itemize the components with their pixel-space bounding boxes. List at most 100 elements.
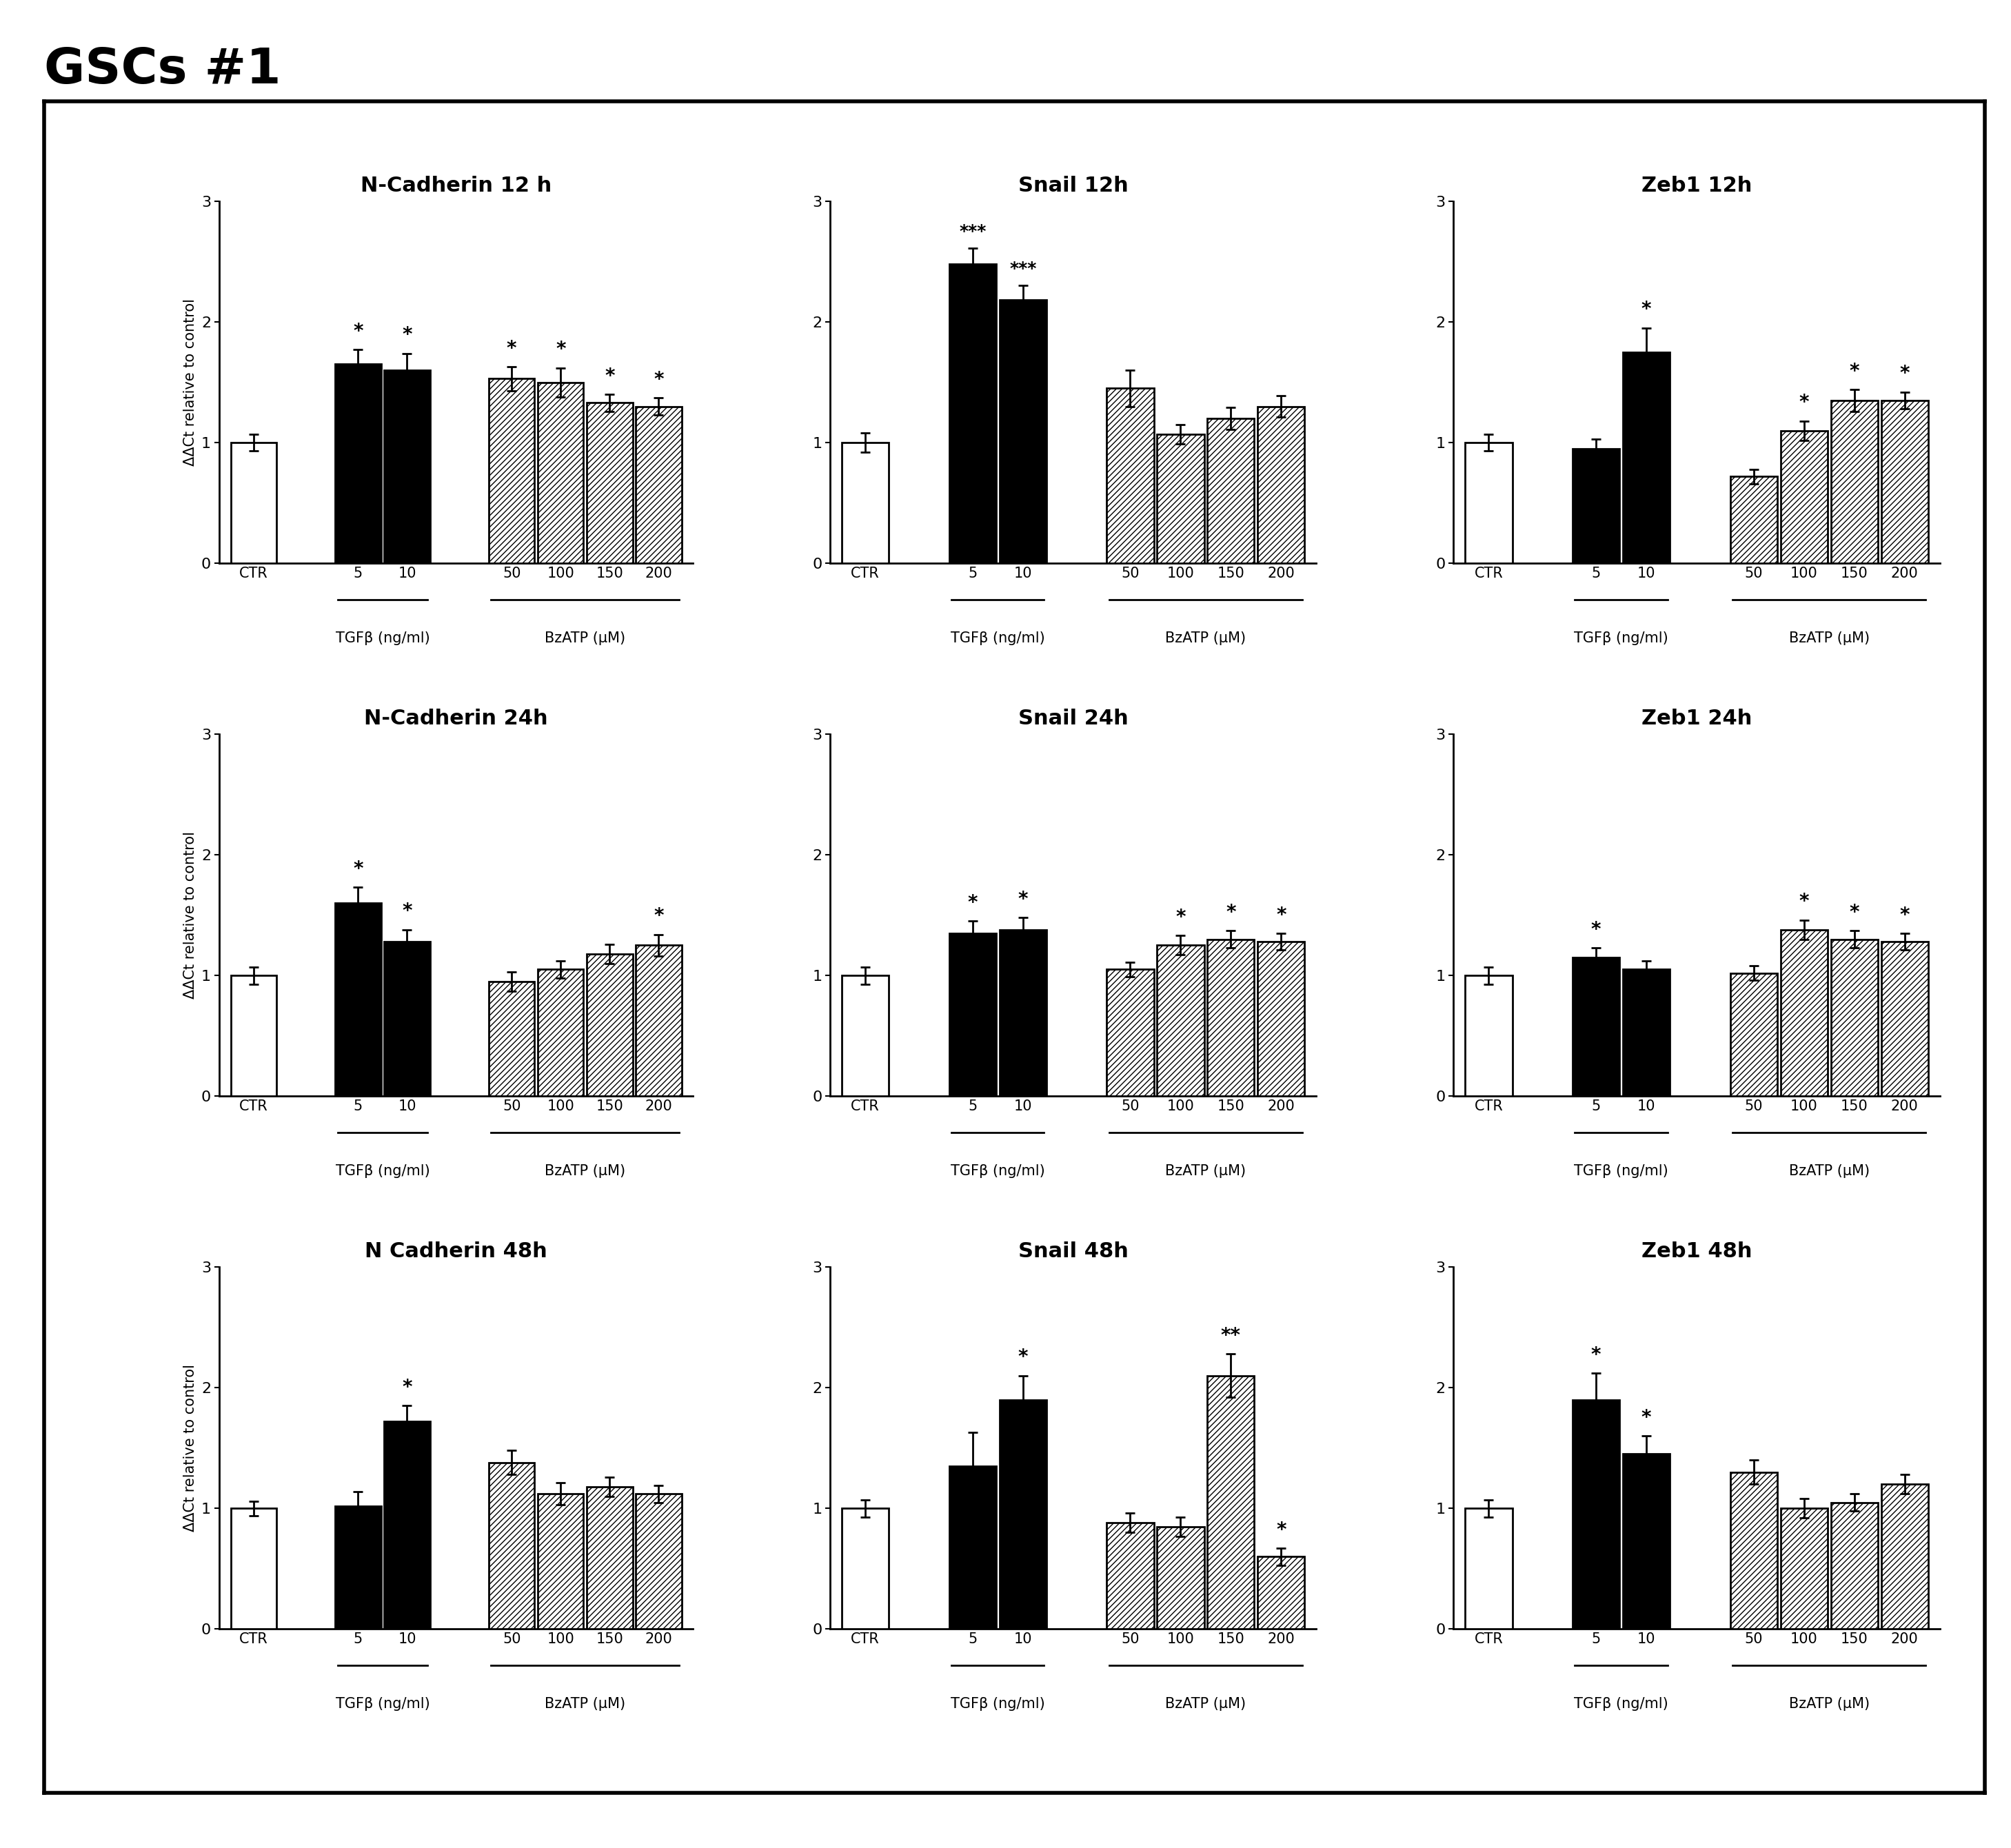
Text: *: * [1277,906,1287,924]
Bar [587,954,633,1096]
Bar [843,444,889,564]
Bar [949,933,995,1096]
Text: *: * [1018,1347,1028,1368]
Text: TGFβ (ng/ml): TGFβ (ng/ml) [1575,1696,1669,1711]
Bar [1257,1556,1305,1630]
Title: Zeb1 24h: Zeb1 24h [1641,708,1752,728]
Bar [537,1493,583,1630]
Bar [999,1399,1046,1630]
Bar [1106,970,1154,1096]
Bar [1156,946,1205,1096]
Bar [1780,1508,1828,1630]
Bar [336,904,380,1096]
Text: TGFβ (ng/ml): TGFβ (ng/ml) [1575,630,1669,645]
Bar [843,976,889,1096]
Text: TGFβ (ng/ml): TGFβ (ng/ml) [951,1696,1046,1711]
Bar [587,1486,633,1630]
Text: *: * [1850,904,1860,922]
Title: Snail 12h: Snail 12h [1018,176,1128,196]
Bar [1729,974,1778,1096]
Text: BzATP (μM): BzATP (μM) [545,1696,625,1711]
Text: *: * [1641,1408,1651,1427]
Bar [1106,1523,1154,1630]
Bar [384,370,430,564]
Title: Zeb1 12h: Zeb1 12h [1641,176,1752,196]
Bar [1207,939,1255,1096]
Title: N Cadherin 48h: N Cadherin 48h [364,1242,547,1262]
Text: *: * [402,325,412,346]
Bar [1729,1473,1778,1630]
Text: *: * [967,893,977,913]
Text: *: * [1176,907,1186,928]
Bar [1830,939,1878,1096]
Text: *: * [654,907,664,926]
Text: *: * [1800,394,1810,412]
Text: *: * [354,322,364,342]
Bar [1623,1454,1669,1630]
Bar [1880,401,1929,564]
Bar [1207,418,1255,564]
Bar [1780,930,1828,1096]
Bar [949,264,995,564]
Bar [635,407,682,564]
Text: TGFβ (ng/ml): TGFβ (ng/ml) [336,1696,430,1711]
Text: GSCs #1: GSCs #1 [44,46,282,94]
Bar [1156,1526,1205,1630]
Text: TGFβ (ng/ml): TGFβ (ng/ml) [336,630,430,645]
Bar [1573,957,1619,1096]
Y-axis label: ΔΔCt relative to control: ΔΔCt relative to control [183,299,197,466]
Text: *: * [1277,1521,1287,1539]
Bar [1466,976,1512,1096]
Text: TGFβ (ng/ml): TGFβ (ng/ml) [951,1164,1046,1177]
Y-axis label: ΔΔCt relative to control: ΔΔCt relative to control [183,832,197,1000]
Bar [635,946,682,1096]
Text: *: * [402,1379,412,1397]
Bar [999,299,1046,564]
Bar [336,1506,380,1630]
Bar [1573,449,1619,564]
Bar [1880,1484,1929,1630]
Y-axis label: ΔΔCt relative to control: ΔΔCt relative to control [183,1364,197,1532]
Text: **: ** [1221,1327,1241,1345]
Bar [999,930,1046,1096]
Title: N-Cadherin 12 h: N-Cadherin 12 h [360,176,551,196]
Bar [1830,401,1878,564]
Bar [1623,970,1669,1096]
Text: *: * [1641,299,1651,320]
Bar [489,1462,535,1630]
Title: Zeb1 48h: Zeb1 48h [1641,1242,1752,1262]
Bar [1207,1375,1255,1630]
Bar [949,1465,995,1630]
Title: Snail 24h: Snail 24h [1018,708,1128,728]
Bar [384,942,430,1096]
Bar [384,1421,430,1630]
Bar [489,981,535,1096]
Text: *: * [1591,920,1601,939]
Bar [231,976,276,1096]
Text: *: * [1900,364,1910,384]
Bar [537,970,583,1096]
Bar [537,383,583,564]
Text: *: * [654,370,664,390]
Bar [1623,353,1669,564]
Bar [1880,942,1929,1096]
Text: BzATP (μM): BzATP (μM) [1164,630,1247,645]
Text: TGFβ (ng/ml): TGFβ (ng/ml) [1575,1164,1669,1177]
Text: ***: *** [1010,261,1036,277]
Text: BzATP (μM): BzATP (μM) [1788,630,1870,645]
Text: *: * [1850,362,1860,381]
Bar [1780,431,1828,564]
Bar [1466,444,1512,564]
Bar [843,1508,889,1630]
Text: *: * [1018,889,1028,909]
Bar [1106,388,1154,564]
Text: *: * [354,859,364,880]
Bar [1156,434,1205,564]
Text: BzATP (μM): BzATP (μM) [1788,1164,1870,1177]
Text: TGFβ (ng/ml): TGFβ (ng/ml) [951,630,1046,645]
Bar [635,1493,682,1630]
Text: *: * [402,902,412,920]
Bar [1257,407,1305,564]
Bar [336,364,380,564]
Bar [1573,1399,1619,1630]
